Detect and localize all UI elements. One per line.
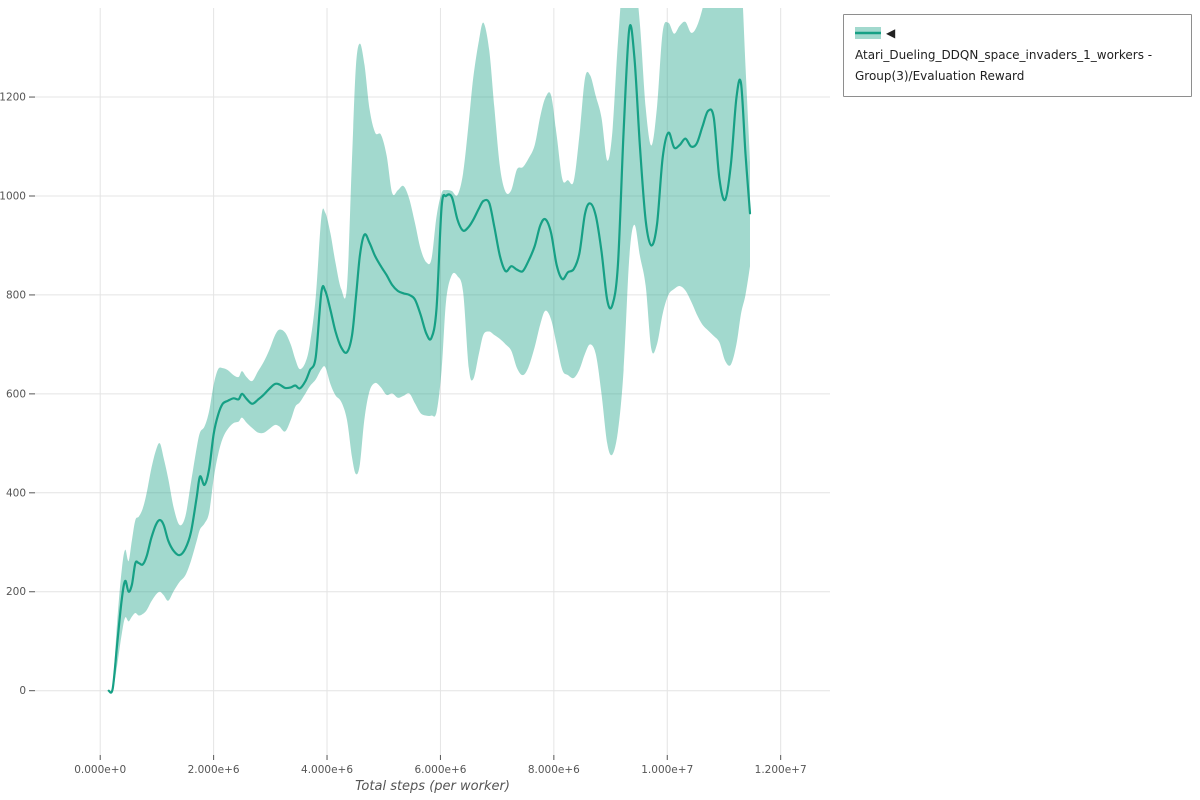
legend-item[interactable]: ◀ Atari_Dueling_DDQN_space_invaders_1_wo… (855, 23, 1180, 88)
y-tick-label: 0 (19, 685, 26, 697)
collapse-legend-icon[interactable]: ◀ (886, 26, 896, 40)
x-tick-label: 1.000e+7 (641, 764, 693, 776)
x-tick-label: 8.000e+6 (528, 764, 580, 776)
legend-box: ◀ Atari_Dueling_DDQN_space_invaders_1_wo… (843, 14, 1192, 97)
mean-line (107, 24, 752, 694)
y-tick-label: 600 (6, 388, 26, 400)
x-tick-label: 0.000e+0 (74, 764, 126, 776)
x-tick-label: 2.000e+6 (188, 764, 240, 776)
y-tick-label: 400 (6, 487, 26, 499)
x-tick-label: 1.200e+7 (755, 764, 807, 776)
y-tick-label: 1200 (0, 92, 26, 104)
y-tick-label: 800 (6, 289, 26, 301)
x-tick-label: 4.000e+6 (301, 764, 353, 776)
x-tick-label: 6.000e+6 (414, 764, 466, 776)
y-tick-label: 200 (6, 586, 26, 598)
stddev-band (108, 8, 750, 693)
y-tick-label: 1000 (0, 190, 26, 202)
x-axis-title: Total steps (per worker) (355, 779, 510, 794)
legend-swatch-icon (855, 27, 881, 39)
axes: 0.000e+0 2.000e+6 4.000e+6 6.000e+6 8.000e+6… (0, 92, 807, 776)
series-evaluation-reward (107, 8, 752, 694)
legend-item-label: Atari_Dueling_DDQN_space_invaders_1_work… (855, 47, 1153, 84)
